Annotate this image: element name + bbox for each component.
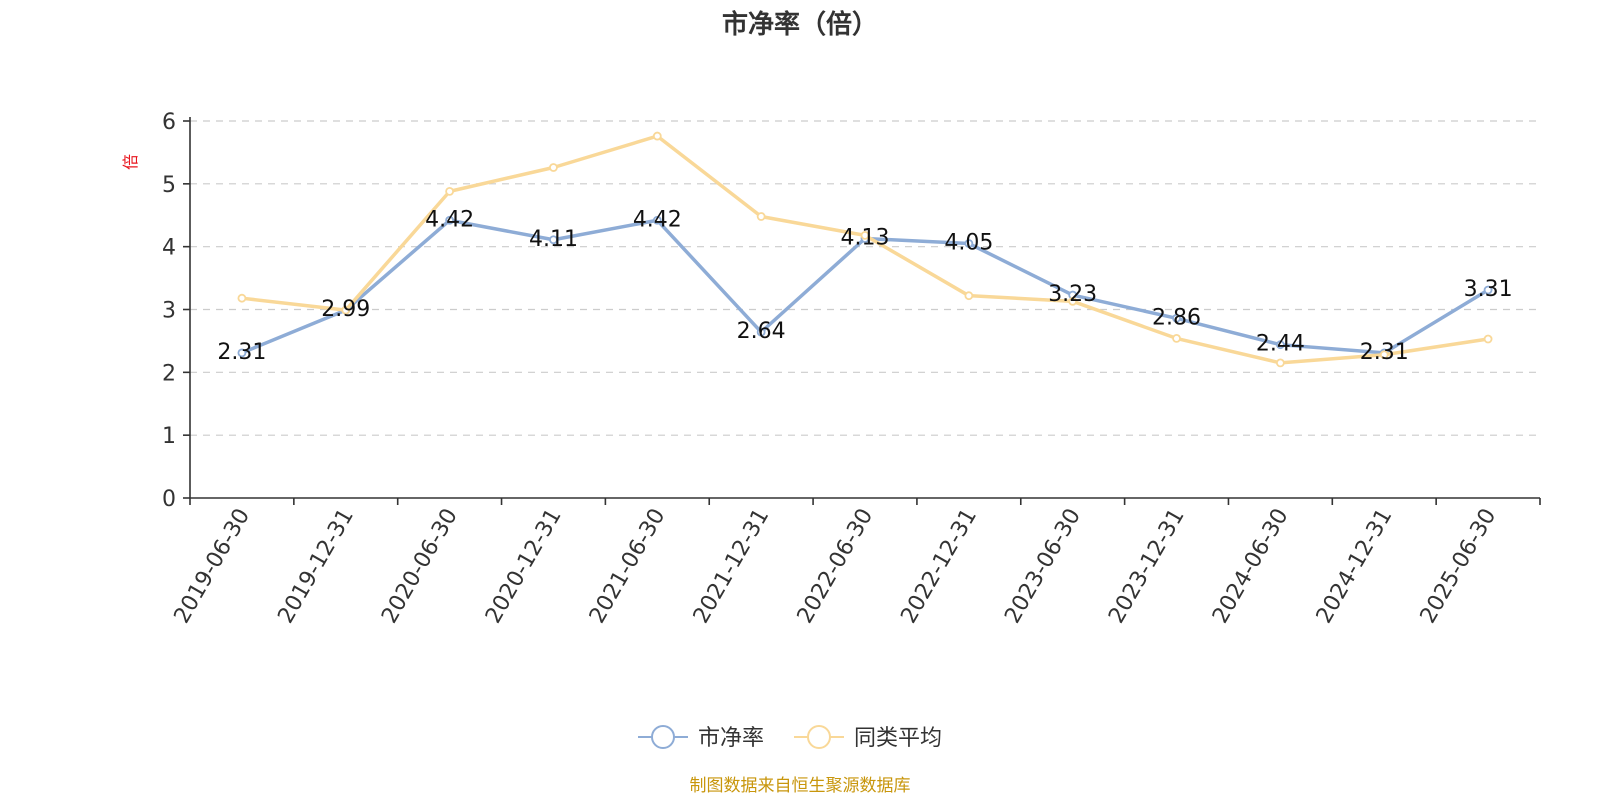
y-tick-label: 1 xyxy=(162,424,176,449)
data-point-1 xyxy=(1068,296,1078,306)
y-tick-label: 0 xyxy=(162,487,176,512)
x-tick-label: 2019-12-31 xyxy=(273,505,359,628)
data-label: 4.42 xyxy=(633,207,682,232)
data-label: 2.64 xyxy=(737,319,786,344)
data-point-0 xyxy=(549,235,558,245)
y-tick-label: 2 xyxy=(162,361,176,386)
x-tick-label: 2022-12-31 xyxy=(896,505,982,628)
data-point-0 xyxy=(237,348,247,358)
y-axis-label: 倍 xyxy=(121,154,140,170)
x-tick-label: 2020-12-31 xyxy=(481,505,567,628)
data-label: 2.44 xyxy=(1256,332,1305,357)
y-tick-label: 3 xyxy=(162,299,176,324)
legend-item-label: 同类平均 xyxy=(854,726,942,751)
x-tick-label: 2023-06-30 xyxy=(1000,505,1086,628)
x-tick-label: 2025-06-30 xyxy=(1416,505,1502,628)
data-point-1 xyxy=(1483,334,1493,344)
x-tick-label: 2023-12-31 xyxy=(1104,505,1190,628)
data-point-1 xyxy=(549,163,558,172)
data-label: 2.31 xyxy=(1360,340,1409,365)
data-label: 4.11 xyxy=(529,227,578,252)
y-tick-label: 5 xyxy=(162,173,176,198)
data-label: 3.31 xyxy=(1464,277,1513,302)
data-point-0 xyxy=(1275,340,1285,350)
data-point-0 xyxy=(1172,313,1181,323)
y-tick-label: 4 xyxy=(162,236,176,261)
data-point-1 xyxy=(756,212,766,221)
legend-swatch-marker-1 xyxy=(807,725,831,749)
x-tick-label: 2024-12-31 xyxy=(1312,505,1398,628)
data-point-1 xyxy=(860,230,870,240)
x-tick-label: 2021-12-31 xyxy=(689,505,775,628)
x-tick-label: 2019-06-30 xyxy=(170,505,256,628)
grid-lines xyxy=(190,120,1540,436)
data-point-0 xyxy=(756,327,766,337)
data-point-0 xyxy=(1483,285,1493,295)
series-lines xyxy=(237,131,1493,368)
data-label: 2.31 xyxy=(217,340,266,365)
data-label: 4.05 xyxy=(944,231,993,256)
x-tick-label: 2020-06-30 xyxy=(377,504,463,627)
data-point-1 xyxy=(652,131,662,141)
source-footer: 制图数据来自恒生聚源数据库 xyxy=(690,776,911,796)
chart-title: 市净率（倍） xyxy=(722,9,878,40)
legend-swatch-marker-0 xyxy=(651,725,675,749)
x-tick-label: 2022-06-30 xyxy=(793,505,879,628)
data-point-1 xyxy=(1275,358,1285,368)
data-point-1 xyxy=(237,293,247,303)
data-point-0 xyxy=(652,215,662,225)
data-point-1 xyxy=(341,305,351,315)
data-point-1 xyxy=(964,291,974,301)
data-label: 3.23 xyxy=(1048,282,1097,307)
data-label: 2.86 xyxy=(1152,305,1201,330)
x-tick-label: 2021-06-30 xyxy=(585,505,671,628)
data-point-1 xyxy=(1172,334,1181,343)
data-labels: 2.31 2.99 4.42 4.11 4.42 2.64 4.13 4.05 3.23 2.86… xyxy=(217,207,1512,365)
x-tick-label: 2024-06-30 xyxy=(1208,505,1294,628)
data-label: 2.99 xyxy=(321,297,370,322)
data-label: 4.42 xyxy=(425,207,474,232)
data-point-0 xyxy=(964,239,974,248)
data-point-1 xyxy=(1379,350,1389,360)
data-point-0 xyxy=(445,215,455,225)
legend-item-label: 市净率 xyxy=(698,726,764,751)
legend[interactable]: 市净率 同类平均 xyxy=(638,725,942,751)
data-point-1 xyxy=(445,186,455,196)
data-label: 4.13 xyxy=(841,225,890,250)
y-tick-label: 6 xyxy=(162,110,176,135)
